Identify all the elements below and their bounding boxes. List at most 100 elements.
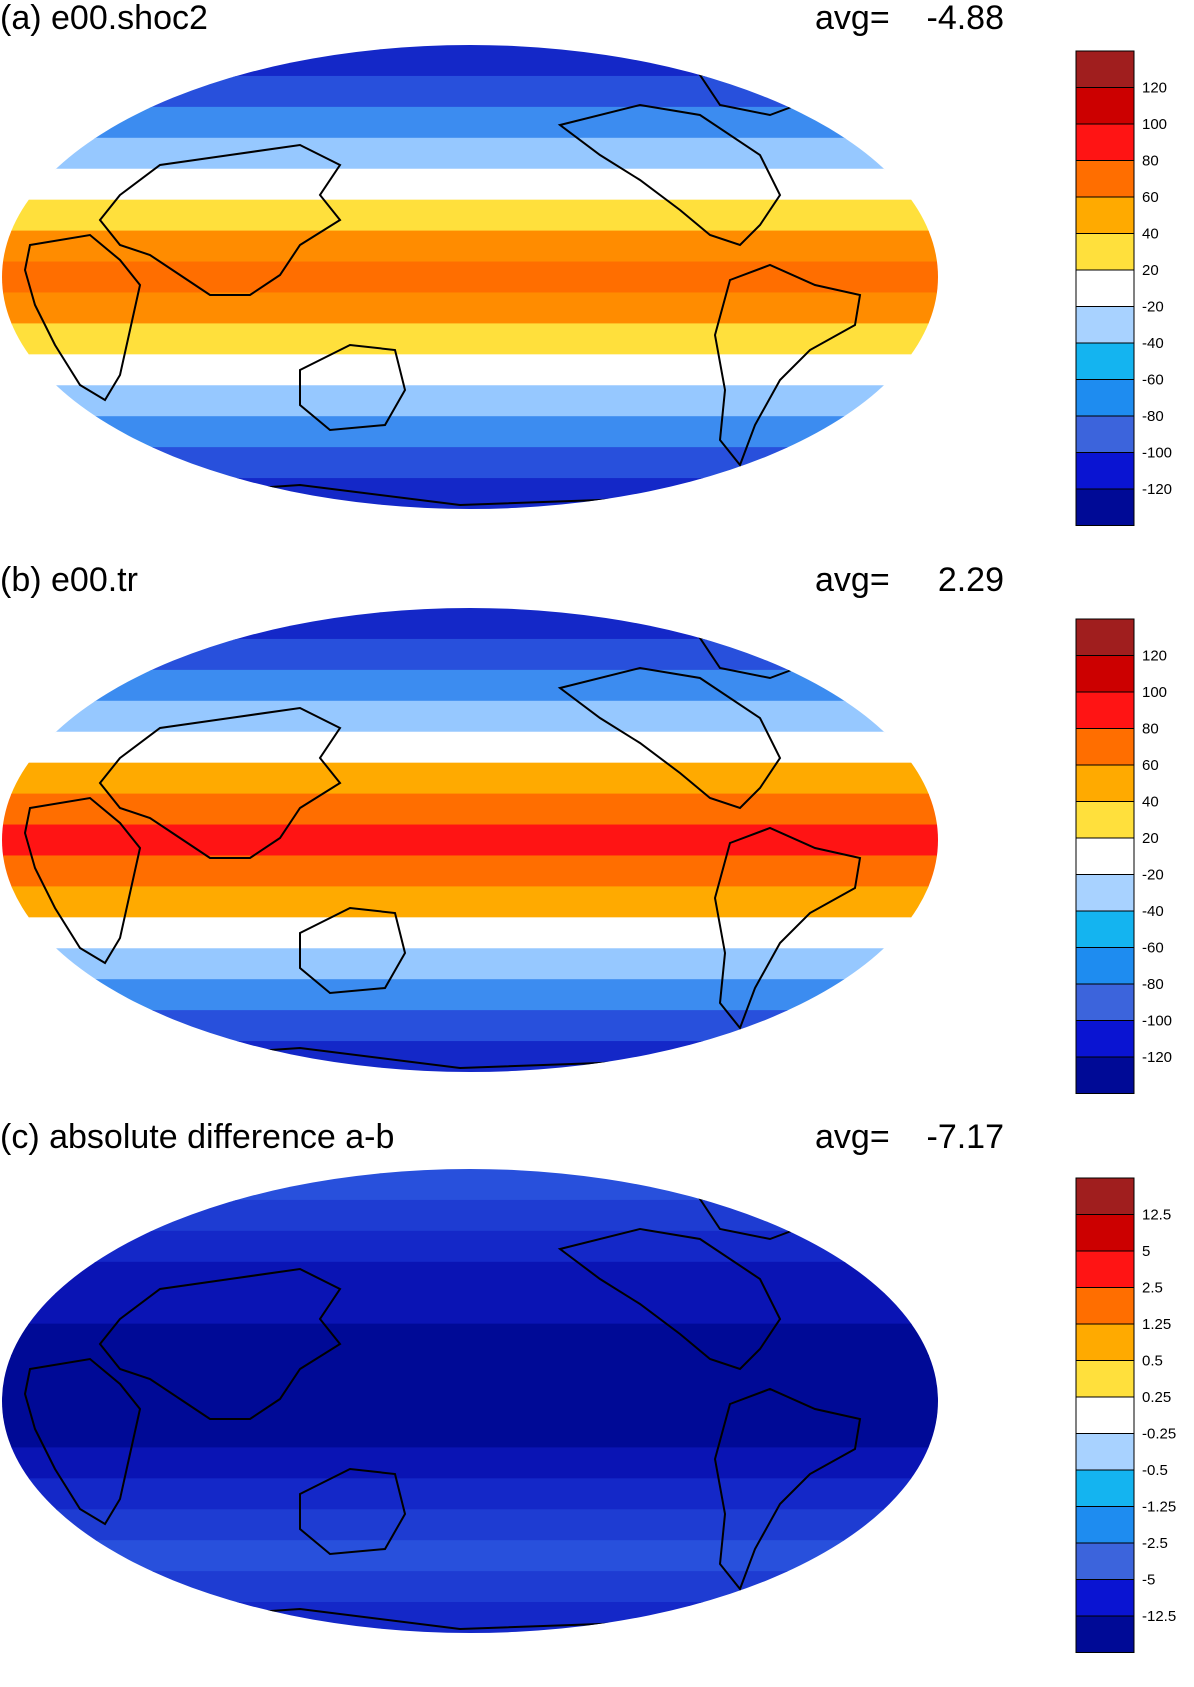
coastline [23,796,142,965]
colorbar-swatch [1075,123,1135,161]
panel-a: (a) e00.shoc2 avg= -4.88 120 100 80 60 40 20 -… [0,0,1194,560]
field-band [2,45,938,77]
field-band [2,731,938,764]
map [2,45,938,509]
field-band [2,917,938,950]
colorbar-tick-label: 2.5 [1142,1280,1163,1297]
colorbar-tick-label: -20 [1142,867,1164,884]
coastline [98,706,342,859]
field-band [2,199,938,232]
coastline [713,1387,862,1591]
coastline [23,1357,142,1526]
coastline [557,1227,782,1371]
field-band [2,855,938,888]
colorbar-tick-label: 20 [1142,830,1159,847]
colorbar-swatch [1075,618,1135,656]
field-band [2,1540,938,1573]
colorbar-swatch [1075,342,1135,380]
coastline [557,666,782,810]
avg-label: avg= [815,561,890,599]
field-band [2,1416,938,1449]
colorbar-swatch [1075,983,1135,1021]
colorbar-swatch [1075,269,1135,307]
field-band [2,137,938,170]
colorbar-swatch [1075,452,1135,490]
colorbar-tick-label: -2.5 [1142,1535,1168,1552]
colorbar-swatch [1075,728,1135,766]
field-band [2,447,938,480]
colorbar-tick-label: 12.5 [1142,1207,1171,1224]
field-band [2,1509,938,1542]
colorbar-swatch [1075,415,1135,453]
field-band [2,948,938,981]
field-band [2,416,938,449]
colorbar-tick-label: -80 [1142,976,1164,993]
colorbar-swatch [1075,1469,1135,1507]
colorbar-tick-label: -80 [1142,408,1164,425]
colorbar-swatch [1075,1506,1135,1544]
field-band [2,638,938,671]
panel-title: (a) e00.shoc2 [0,0,208,37]
coastline [98,1267,342,1420]
field-band [2,1478,938,1511]
colorbar-swatch [1075,655,1135,693]
colorbar-tick-label: -60 [1142,940,1164,957]
field-band [2,1354,938,1387]
colorbar-tick-label: 40 [1142,226,1159,243]
field-band [2,793,938,826]
field-band [2,1261,938,1294]
field-band [2,1602,938,1633]
coastline [557,103,782,247]
colorbar-swatch [1075,87,1135,125]
coastline [713,826,862,1030]
colorbar-tick-label: 5 [1142,1243,1150,1260]
colorbar-tick-label: 1.25 [1142,1316,1171,1333]
field-band [2,292,938,325]
colorbar-tick-label: 120 [1142,648,1167,665]
colorbar-swatch [1075,1056,1135,1094]
colorbar-tick-label: 20 [1142,262,1159,279]
field-band [2,1292,938,1325]
colorbar-tick-label: -120 [1142,1049,1172,1066]
coastline [98,143,342,296]
colorbar: 12.5 5 2.5 1.25 0.5 0.25 -0.25 -0.5 -1.25 -2.5 -5 -… [1075,1177,1176,1653]
colorbar-tick-label: -0.5 [1142,1462,1168,1479]
colorbar-swatch [1075,1177,1135,1215]
colorbar-swatch [1075,233,1135,271]
map [2,1169,938,1633]
panel-title: (b) e00.tr [0,561,138,599]
colorbar-tick-label: 60 [1142,189,1159,206]
colorbar-tick-label: 80 [1142,721,1159,738]
avg-value: -4.88 [926,0,1005,37]
colorbar-swatch [1075,488,1135,526]
colorbar-tick-label: -0.25 [1142,1426,1176,1443]
map [2,608,938,1072]
colorbar-tick-label: 0.25 [1142,1389,1171,1406]
panel-b: (b) e00.tr avg= 2.29 120 100 80 60 40 20 -20 -4… [0,560,1194,1120]
field-band [2,1199,938,1232]
colorbar-tick-label: 100 [1142,116,1167,133]
colorbar-tick-label: -12.5 [1142,1608,1176,1625]
colorbar-swatch [1075,1360,1135,1398]
field-band [2,168,938,201]
colorbar-tick-label: -100 [1142,1013,1172,1030]
coastline [299,343,407,432]
colorbar-swatch [1075,910,1135,948]
avg-label: avg= [815,1118,890,1156]
colorbar-swatch [1075,691,1135,729]
field-band [2,106,938,139]
colorbar-swatch [1075,1214,1135,1252]
coastline [23,233,142,402]
field-band [2,886,938,919]
colorbar-swatch [1075,306,1135,344]
colorbar-swatch [1075,160,1135,198]
colorbar-swatch [1075,1542,1135,1580]
field-band [2,1323,938,1356]
colorbar-swatch [1075,1323,1135,1361]
colorbar-tick-label: -120 [1142,481,1172,498]
colorbar-swatch [1075,947,1135,985]
colorbar-tick-label: -1.25 [1142,1499,1176,1516]
coastline [713,263,862,467]
colorbar-swatch [1075,196,1135,234]
field-band [2,762,938,795]
